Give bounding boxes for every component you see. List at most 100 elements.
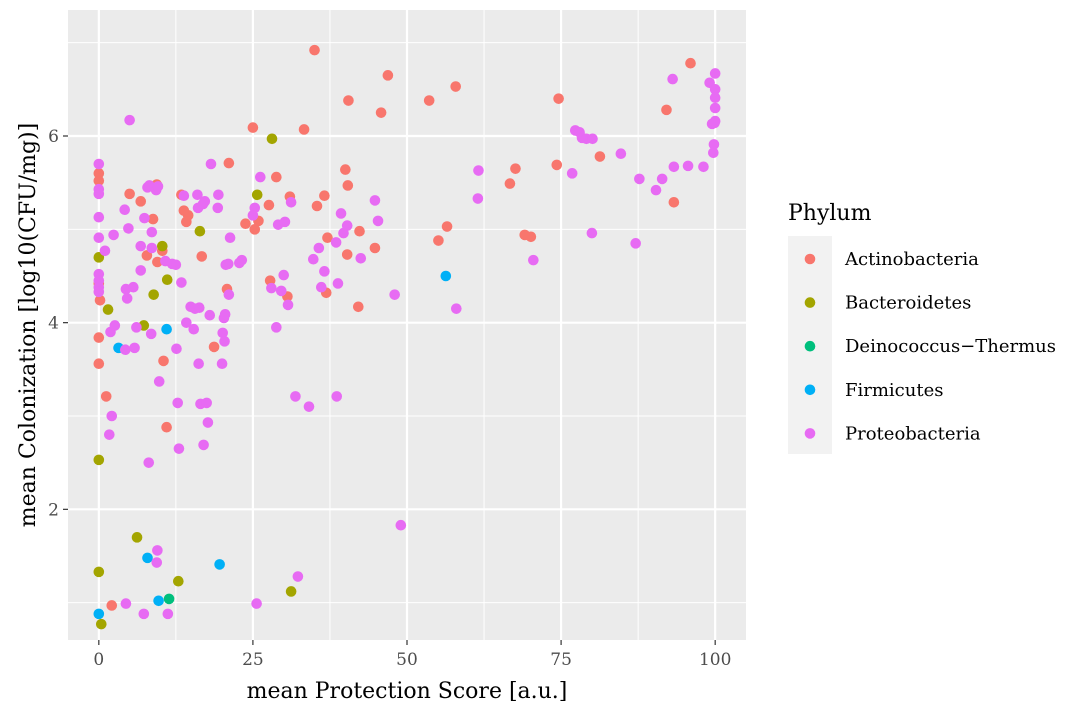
data-point — [93, 211, 105, 223]
legend-item: Proteobacteria — [804, 423, 981, 444]
data-point — [450, 81, 461, 92]
data-point — [214, 559, 225, 570]
legend-label: Firmicutes — [845, 380, 943, 401]
data-point — [193, 302, 205, 314]
data-point — [251, 598, 262, 609]
legend-label: Bacteroidetes — [845, 293, 971, 314]
legend: Phylum Actinobacteria Bacteroidetes Deinoc… — [788, 201, 1056, 454]
data-point — [319, 190, 330, 202]
data-point — [330, 237, 342, 248]
data-point — [129, 342, 140, 354]
data-point — [222, 258, 234, 270]
data-point — [152, 545, 163, 556]
data-point — [343, 95, 354, 106]
data-point — [709, 84, 721, 95]
data-point — [106, 600, 118, 611]
data-point — [173, 443, 185, 454]
data-point — [143, 457, 155, 468]
legend-key — [804, 253, 816, 265]
data-point — [138, 608, 150, 620]
data-point — [123, 223, 134, 234]
data-point — [201, 397, 212, 409]
data-point — [566, 168, 578, 179]
data-point — [661, 104, 672, 116]
data-point — [656, 173, 668, 185]
data-point — [709, 117, 720, 129]
data-point — [202, 417, 214, 428]
data-point — [157, 240, 168, 252]
data-point — [213, 189, 224, 201]
data-point — [369, 242, 381, 254]
data-point — [93, 454, 105, 466]
data-point — [290, 391, 301, 402]
data-point — [709, 68, 721, 79]
data-point — [236, 254, 248, 266]
data-point — [135, 265, 147, 276]
data-point — [375, 107, 387, 118]
data-point — [266, 282, 277, 294]
data-point — [93, 232, 105, 244]
data-point — [158, 355, 169, 367]
y-axis-ticks: 2 4 6 — [48, 127, 68, 520]
data-point — [93, 158, 105, 170]
data-points — [93, 44, 721, 630]
data-point — [451, 303, 462, 314]
data-point — [173, 575, 184, 587]
data-point — [162, 608, 174, 620]
data-point — [198, 439, 209, 451]
data-point — [708, 139, 720, 150]
x-tick-label: 0 — [93, 650, 104, 670]
data-point — [587, 133, 598, 145]
data-point — [504, 178, 516, 189]
data-point — [255, 171, 266, 183]
y-tick-label: 6 — [48, 127, 59, 147]
data-point — [146, 242, 158, 254]
data-point — [353, 301, 364, 313]
data-point — [331, 391, 343, 402]
data-point — [93, 175, 105, 187]
data-point — [93, 332, 105, 343]
data-point — [145, 328, 157, 340]
data-point — [217, 327, 229, 339]
data-point — [473, 165, 484, 176]
major-gridlines — [68, 10, 746, 640]
data-point — [219, 308, 231, 320]
data-point — [372, 215, 384, 227]
data-point — [340, 164, 351, 175]
data-point — [204, 309, 216, 321]
data-point — [319, 266, 330, 277]
data-point — [271, 171, 282, 183]
x-axis-ticks: 0 25 50 75 100 — [93, 640, 731, 670]
data-point — [615, 148, 627, 160]
data-point — [194, 225, 206, 237]
data-point — [193, 358, 204, 370]
data-point — [102, 304, 114, 315]
data-point — [472, 193, 484, 204]
data-point — [667, 73, 678, 85]
data-point — [216, 358, 228, 370]
data-point — [303, 401, 315, 412]
data-point — [151, 557, 163, 568]
data-point — [170, 259, 182, 271]
legend-item: Actinobacteria — [804, 249, 979, 270]
data-point — [99, 245, 111, 257]
data-point — [266, 133, 278, 145]
data-point — [131, 532, 143, 543]
data-point — [188, 323, 200, 335]
data-point — [278, 269, 290, 281]
y-tick-label: 4 — [48, 314, 59, 334]
data-point — [163, 593, 175, 605]
data-point — [271, 322, 282, 333]
data-point — [309, 44, 320, 56]
data-point — [128, 281, 139, 293]
data-point — [147, 213, 159, 225]
data-point — [341, 220, 353, 231]
data-point — [93, 286, 105, 298]
y-tick-label: 2 — [48, 500, 59, 520]
data-point — [285, 586, 297, 597]
data-point — [223, 289, 235, 300]
legend-key — [804, 428, 816, 439]
data-point — [148, 289, 159, 300]
data-point — [178, 190, 190, 202]
